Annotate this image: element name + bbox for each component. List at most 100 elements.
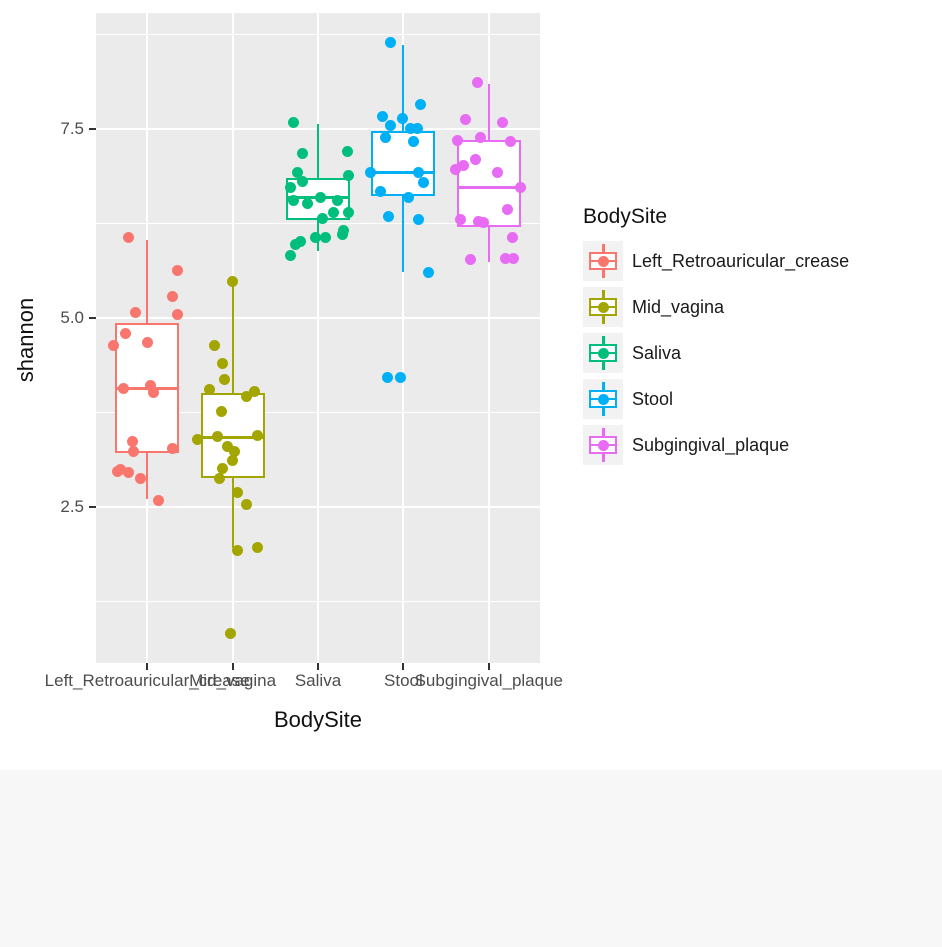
jitter-point	[217, 462, 229, 474]
jitter-point	[381, 372, 393, 384]
jitter-point	[229, 446, 241, 458]
whisker-upper	[146, 240, 149, 324]
jitter-point	[287, 194, 299, 206]
whisker-lower	[231, 478, 234, 548]
y-tick-label: 7.5	[60, 119, 84, 138]
jitter-point	[460, 114, 472, 126]
legend-item: Left_Retroauricular_crease	[583, 241, 849, 281]
jitter-point	[497, 116, 509, 128]
jitter-point	[309, 232, 321, 244]
jitter-point	[404, 122, 416, 134]
whisker-lower	[146, 453, 149, 500]
jitter-point	[342, 169, 354, 181]
x-axis-title: BodySite	[273, 707, 363, 732]
output-area-below-plot	[0, 770, 942, 947]
x-tick-mark	[487, 663, 490, 670]
jitter-point	[412, 214, 424, 226]
jitter-point	[478, 217, 490, 229]
jitter-point	[227, 454, 239, 466]
jitter-point	[331, 194, 343, 206]
jitter-point	[327, 207, 339, 219]
major-gridline-x	[402, 13, 405, 663]
jitter-point	[384, 119, 396, 131]
legend-title: BodySite	[583, 205, 668, 228]
jitter-point	[465, 254, 477, 266]
jitter-point	[219, 374, 231, 386]
jitter-point	[227, 276, 239, 288]
jitter-point	[472, 76, 484, 88]
jitter-point	[117, 382, 129, 394]
x-tick-label: Stool	[384, 671, 423, 690]
whisker-lower	[487, 227, 490, 263]
whisker-upper	[317, 123, 319, 179]
legend-key-boxplot-icon	[583, 241, 623, 281]
jitter-point	[126, 436, 138, 448]
jitter-point	[316, 212, 328, 224]
jitter-point	[376, 111, 388, 123]
jitter-point	[500, 252, 512, 264]
jitter-point	[508, 252, 520, 264]
jitter-point	[382, 211, 394, 223]
y-tick-label: 5.0	[60, 308, 84, 327]
legend-item-label: Stool	[632, 388, 674, 409]
x-tick-label: Saliva	[294, 671, 342, 690]
jitter-point	[296, 176, 308, 188]
jitter-point	[342, 207, 354, 219]
jitter-point	[166, 291, 178, 303]
jitter-point	[414, 99, 426, 111]
jitter-point	[412, 167, 424, 179]
legend-key-dot	[598, 302, 609, 313]
jitter-point	[225, 627, 237, 639]
jitter-point	[301, 197, 313, 209]
jitter-point	[364, 166, 376, 178]
jitter-point	[129, 307, 141, 319]
jitter-point	[470, 154, 482, 166]
x-tick-mark	[146, 663, 149, 670]
jitter-point	[284, 181, 296, 193]
jitter-point	[111, 465, 123, 477]
whisker-upper	[487, 83, 490, 141]
jitter-point	[214, 472, 226, 484]
x-tick-label: Mid_vagina	[189, 671, 277, 690]
y-tick-mark	[89, 317, 96, 319]
legend-item-label: Left_Retroauricular_crease	[632, 250, 850, 271]
legend-item-label: Saliva	[632, 342, 682, 363]
jitter-point	[134, 472, 146, 484]
jitter-point	[241, 391, 253, 403]
legend-key-boxplot-icon	[583, 425, 623, 465]
legend-item-label: Subgingival_plaque	[632, 434, 790, 455]
jitter-point	[222, 441, 234, 453]
x-tick-label: Left_Retroauricular_crease	[44, 671, 250, 690]
legend-key-dot	[598, 394, 609, 405]
jitter-point	[458, 159, 470, 171]
jitter-point	[147, 386, 159, 398]
legend-item: Subgingival_plaque	[583, 425, 849, 465]
jitter-point	[502, 204, 514, 216]
jitter-point	[287, 116, 299, 128]
jitter-point	[319, 231, 331, 243]
boxplot-median-line	[456, 185, 521, 189]
jitter-point	[171, 264, 183, 276]
legend-key-dot	[598, 348, 609, 359]
jitter-point	[252, 429, 264, 441]
y-axis-title: shannon	[13, 297, 38, 383]
legend: BodySite Left_Retroauricular_crease Mid_v…	[583, 205, 849, 471]
x-tick-mark	[231, 663, 234, 670]
jitter-point	[402, 191, 414, 203]
jitter-point	[394, 372, 406, 384]
legend-item: Mid_vagina	[583, 287, 849, 327]
jitter-point	[417, 177, 429, 189]
jitter-point	[171, 309, 183, 321]
legend-key-boxplot-icon	[583, 379, 623, 419]
jitter-point	[407, 136, 419, 148]
jitter-point	[212, 431, 224, 443]
jitter-point	[216, 406, 228, 418]
jitter-point	[122, 232, 134, 244]
jitter-point	[411, 122, 423, 134]
jitter-point	[209, 339, 221, 351]
jitter-point	[422, 267, 434, 279]
jitter-point	[144, 379, 156, 391]
plot-panel	[96, 13, 540, 663]
jitter-point	[122, 467, 134, 479]
jitter-point	[119, 327, 131, 339]
